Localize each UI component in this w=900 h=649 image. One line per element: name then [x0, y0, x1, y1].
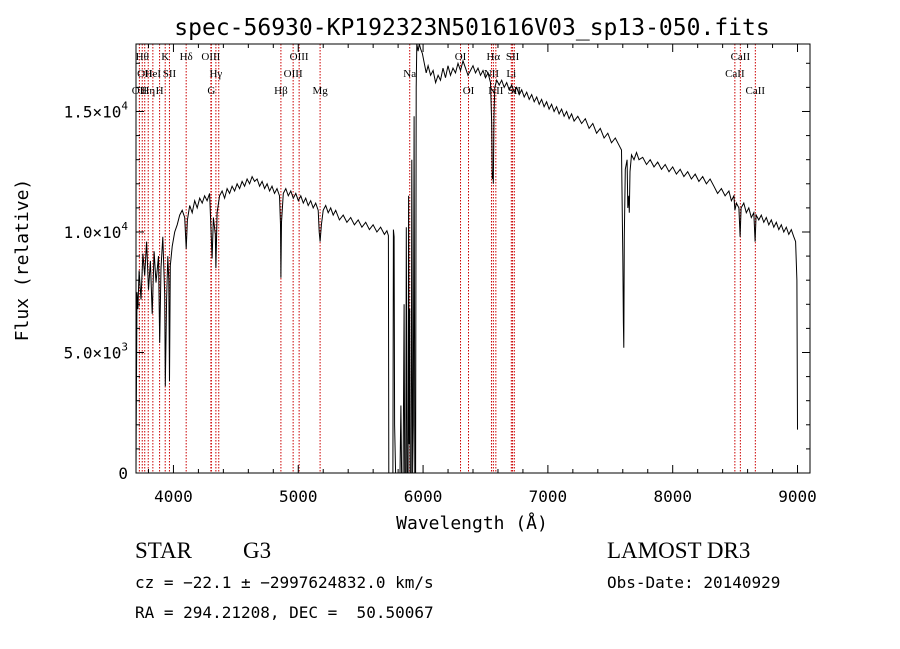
y-tick-label-0: 0	[118, 464, 128, 483]
line-marker-label-22: NII	[488, 85, 504, 97]
line-marker-label-23: Li	[506, 68, 516, 80]
x-axis-label: Wavelength (Å)	[396, 512, 548, 534]
survey-name: LAMOST DR3	[607, 538, 751, 563]
x-tick-label-1: 5000	[279, 487, 318, 506]
coordinates-info: RA = 294.21208, DEC = 50.50067	[135, 603, 434, 622]
line-marker-label-28: CaII	[746, 85, 766, 97]
x-tick-label-5: 9000	[778, 487, 817, 506]
line-marker-label-10: G	[207, 85, 215, 97]
line-marker-label-1: Hθ	[136, 51, 149, 63]
x-tick-label-4: 8000	[653, 487, 692, 506]
flux-series-line	[136, 44, 798, 473]
x-tick-label-0: 4000	[154, 487, 193, 506]
x-tick-label-2: 6000	[404, 487, 443, 506]
line-markers	[138, 44, 756, 473]
chart-title: spec-56930-KP192323N501616V03_sp13-050.f…	[174, 15, 769, 41]
x-axis-ticks: 4000 5000 6000 7000 8000 9000	[147, 44, 817, 506]
line-marker-label-19: OI	[463, 85, 475, 97]
line-marker-label-20: NII	[484, 68, 500, 80]
object-subclass: G3	[243, 538, 272, 563]
plot-frame	[135, 43, 811, 474]
line-marker-label-27: CaII	[731, 51, 751, 63]
y-axis-ticks: 0 5.0×103 1.0×104 1.5×104	[64, 62, 810, 483]
line-marker-label-9: OIII	[201, 51, 220, 63]
line-marker-label-24: SII	[506, 51, 520, 63]
line-marker-label-16: Mg	[312, 85, 328, 97]
line-marker-label-7: SII	[163, 68, 177, 80]
y-tick-label-2: 1.0×104	[64, 220, 129, 242]
line-marker-label-26: CaII	[725, 68, 745, 80]
line-marker-label-2: OII	[137, 68, 153, 80]
line-marker-label-13: Hβ	[274, 85, 288, 97]
obs-date: Obs-Date: 20140929	[607, 573, 781, 592]
y-tick-label-1: 5.0×103	[64, 340, 128, 362]
line-marker-label-8: Hδ	[180, 51, 193, 63]
plot-area	[136, 44, 798, 473]
line-marker-label-18: OI	[455, 51, 467, 63]
y-axis-label: Flux (relative)	[12, 179, 33, 342]
redshift-info: cz = −22.1 ± −2997624832.0 km/s	[135, 573, 434, 592]
line-marker-label-17: Na	[403, 68, 416, 80]
line-marker-label-11: Hγ	[209, 68, 222, 80]
line-marker-label-3: Hη	[141, 85, 155, 97]
line-marker-label-21: Hα	[486, 51, 500, 63]
x-tick-label-3: 7000	[529, 487, 568, 506]
line-marker-label-14: OIII	[284, 68, 303, 80]
object-class: STAR	[135, 538, 192, 563]
line-marker-label-15: OIII	[290, 51, 309, 63]
line-marker-label-6: K	[161, 51, 169, 63]
line-marker-label-5: H	[156, 85, 164, 97]
line-marker-label-4: HeI	[145, 68, 162, 80]
y-tick-label-3: 1.5×104	[64, 99, 129, 121]
